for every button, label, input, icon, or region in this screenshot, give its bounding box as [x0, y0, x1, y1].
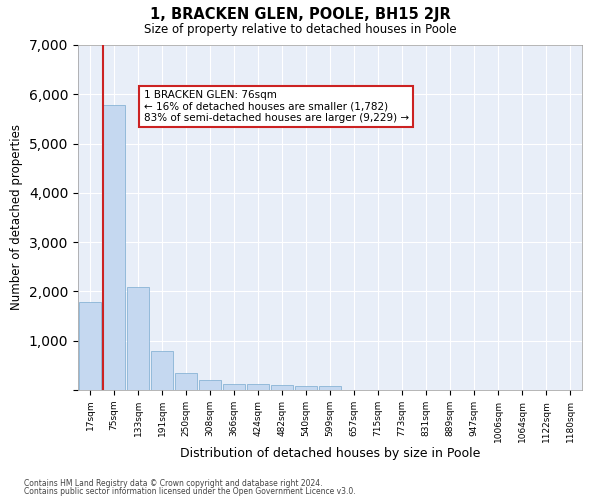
Bar — [127, 288, 149, 390]
Bar — [223, 384, 245, 390]
Bar — [175, 373, 197, 390]
Bar — [247, 384, 269, 390]
Bar — [319, 386, 341, 390]
Text: Contains public sector information licensed under the Open Government Licence v3: Contains public sector information licen… — [24, 487, 356, 496]
Bar — [103, 105, 125, 390]
Bar — [79, 302, 101, 390]
Bar — [295, 386, 317, 390]
Text: Contains HM Land Registry data © Crown copyright and database right 2024.: Contains HM Land Registry data © Crown c… — [24, 478, 323, 488]
Bar — [151, 350, 173, 390]
Text: 1 BRACKEN GLEN: 76sqm
← 16% of detached houses are smaller (1,782)
83% of semi-d: 1 BRACKEN GLEN: 76sqm ← 16% of detached … — [143, 90, 409, 123]
Y-axis label: Number of detached properties: Number of detached properties — [10, 124, 23, 310]
X-axis label: Distribution of detached houses by size in Poole: Distribution of detached houses by size … — [180, 448, 480, 460]
Text: Size of property relative to detached houses in Poole: Size of property relative to detached ho… — [143, 22, 457, 36]
Bar — [271, 385, 293, 390]
Text: 1, BRACKEN GLEN, POOLE, BH15 2JR: 1, BRACKEN GLEN, POOLE, BH15 2JR — [149, 8, 451, 22]
Bar — [199, 380, 221, 390]
